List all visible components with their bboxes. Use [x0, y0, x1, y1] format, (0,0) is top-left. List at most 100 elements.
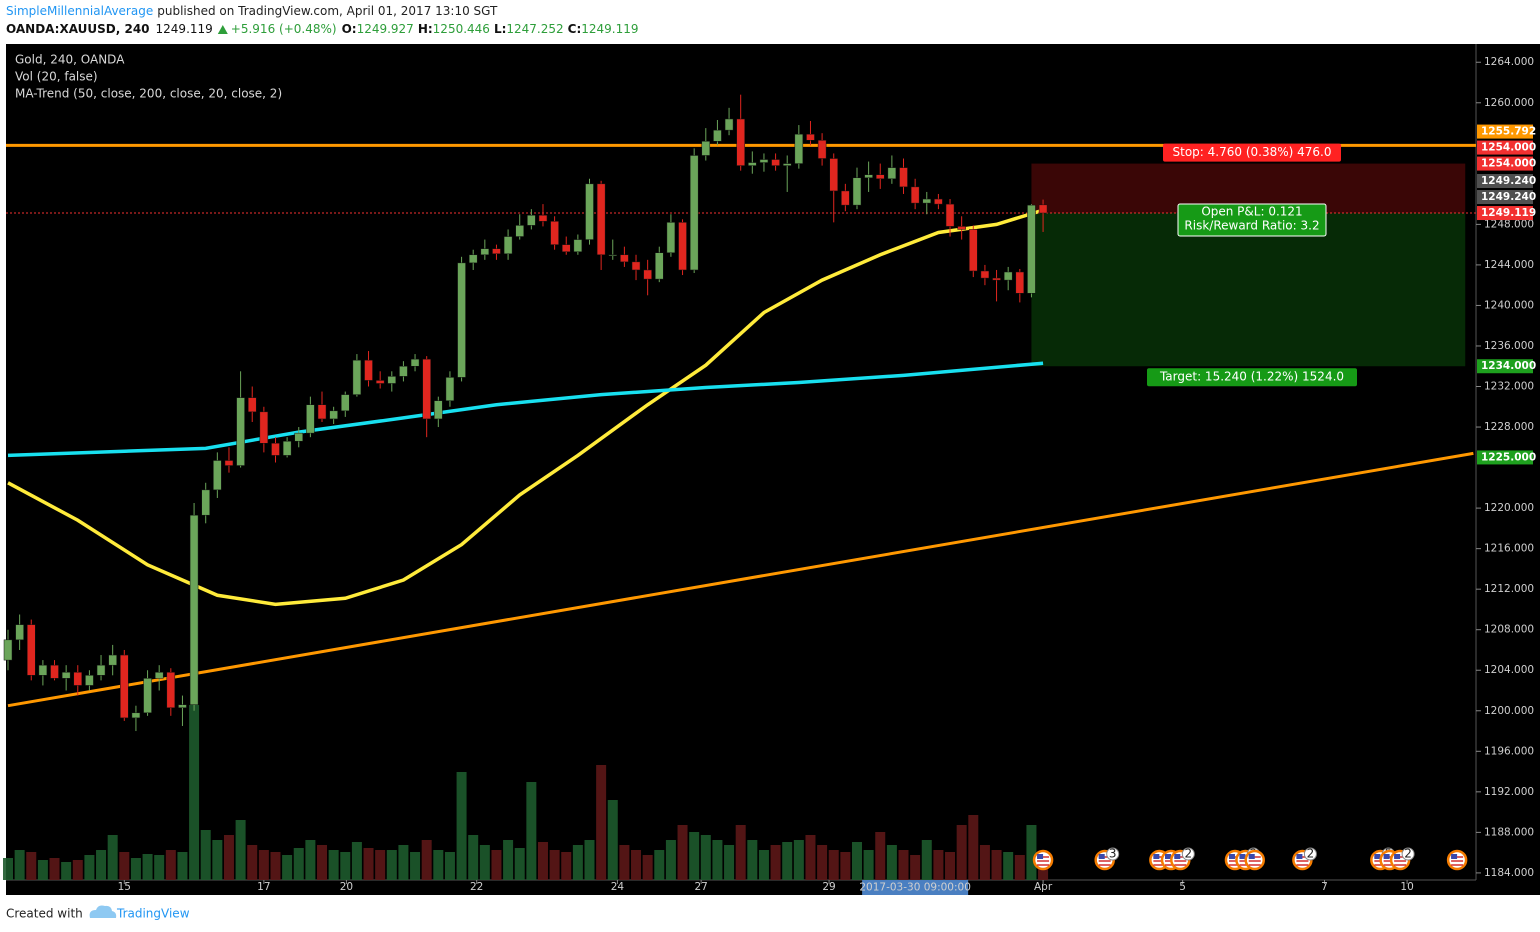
x-tick-label: 7 — [1321, 881, 1328, 893]
volume-bar — [444, 852, 455, 880]
candle-body — [1027, 204, 1036, 294]
event-flag-canton — [1165, 854, 1171, 859]
candle-body — [480, 248, 490, 256]
candle-body — [550, 221, 559, 245]
candle-body — [445, 377, 455, 401]
target-zone — [1031, 213, 1466, 367]
volume-bar — [631, 850, 642, 880]
candle-body — [899, 167, 908, 188]
trend-line — [7, 451, 1474, 708]
candle-body — [38, 664, 48, 676]
candle-body — [724, 118, 734, 131]
candle-body — [655, 252, 664, 280]
candle-body — [573, 239, 583, 252]
candle-body — [178, 704, 187, 708]
candle-body — [1003, 271, 1013, 281]
candle-body — [922, 198, 932, 204]
event-badge — [1303, 847, 1317, 861]
candle-body — [131, 712, 141, 719]
event-flag-canton — [1383, 854, 1390, 859]
volume-bar — [898, 850, 909, 880]
candle-body — [596, 183, 606, 256]
volume-bar — [921, 840, 932, 880]
volume-bar — [49, 858, 60, 880]
volume-bar — [968, 815, 979, 880]
candle-body — [864, 174, 873, 179]
candle-body — [468, 254, 478, 264]
event-icon — [1244, 849, 1265, 871]
volume-bar — [235, 820, 246, 880]
candle-body — [1038, 204, 1048, 214]
volume-bar — [817, 845, 828, 880]
volume-bar — [189, 705, 200, 880]
h-value: 1250.446 — [433, 22, 490, 36]
candle-body — [910, 186, 920, 204]
volume-bar — [1026, 825, 1037, 880]
volume-bar — [1003, 852, 1014, 880]
event-flag-canton — [1374, 854, 1381, 859]
candle-body — [992, 277, 1001, 281]
volume-bar — [491, 850, 502, 880]
volume-bar — [398, 845, 409, 880]
volume-bar — [700, 835, 711, 880]
volume-bar — [223, 835, 234, 880]
volume-bar — [258, 850, 269, 880]
volume-bar — [247, 845, 258, 880]
event-icon — [1032, 849, 1054, 871]
candle-body — [108, 654, 117, 666]
volume-bar — [61, 862, 72, 880]
target-label-bg — [1147, 368, 1357, 387]
y-tick-label: 1228.000 — [1484, 421, 1534, 433]
candle-body — [143, 678, 152, 714]
published: published on TradingView.com, April 01, … — [157, 4, 498, 18]
author[interactable]: SimpleMillennialAverage — [6, 4, 153, 18]
y-tick-label: 1200.000 — [1484, 705, 1534, 717]
candle-body — [410, 358, 420, 367]
candle-body — [980, 270, 990, 279]
volume-bar — [328, 850, 339, 880]
volume-bar — [735, 825, 746, 880]
volume-bar — [293, 848, 304, 880]
event-flag-canton — [1296, 854, 1303, 859]
price-tag — [1477, 156, 1533, 171]
event-badge-label: 2 — [1184, 847, 1192, 861]
volume-bar — [549, 850, 560, 880]
candle-body — [85, 675, 94, 686]
event-icon — [1446, 849, 1468, 871]
event-flag-canton — [1248, 854, 1255, 859]
price-tag — [1477, 206, 1533, 221]
y-tick-label: 1208.000 — [1484, 624, 1534, 636]
candle-body — [434, 400, 443, 420]
brand-logo[interactable] — [89, 905, 117, 919]
y-tick-label: 1264.000 — [1484, 56, 1534, 68]
event-badge-label: 2 — [1307, 847, 1315, 861]
stop-label: Stop: 4.760 (0.38%) 476.0 — [1173, 145, 1332, 159]
candle-body — [457, 262, 466, 378]
volume-bar — [956, 825, 967, 880]
event-flag-canton — [1174, 854, 1181, 859]
volume-bar — [561, 852, 572, 880]
y-tick-label: 1220.000 — [1484, 502, 1534, 514]
volume-bar — [142, 854, 153, 880]
price-tag — [1477, 359, 1533, 374]
volume-bar — [526, 782, 537, 880]
o-key: O: — [342, 22, 357, 36]
y-tick-label: 1184.000 — [1484, 867, 1534, 879]
x-tick-label: 10 — [1400, 881, 1413, 893]
volume-bar — [596, 765, 607, 880]
x-tick-label: 20 — [340, 881, 353, 893]
x-tick-label: 27 — [694, 881, 707, 893]
volume-bar — [72, 860, 83, 880]
candle-body — [794, 133, 804, 164]
candle-body — [643, 269, 652, 280]
legend-item: Gold, 240, OANDA — [15, 53, 125, 67]
footer-brand[interactable]: TradingView — [116, 907, 190, 921]
volume-bar — [584, 840, 595, 880]
y-tick-label: 1248.000 — [1484, 218, 1534, 230]
volume-bar — [386, 850, 397, 880]
volume-bar — [107, 835, 118, 880]
candle-body — [387, 376, 397, 384]
volume-bar — [433, 850, 444, 880]
volume-bar — [305, 840, 316, 880]
